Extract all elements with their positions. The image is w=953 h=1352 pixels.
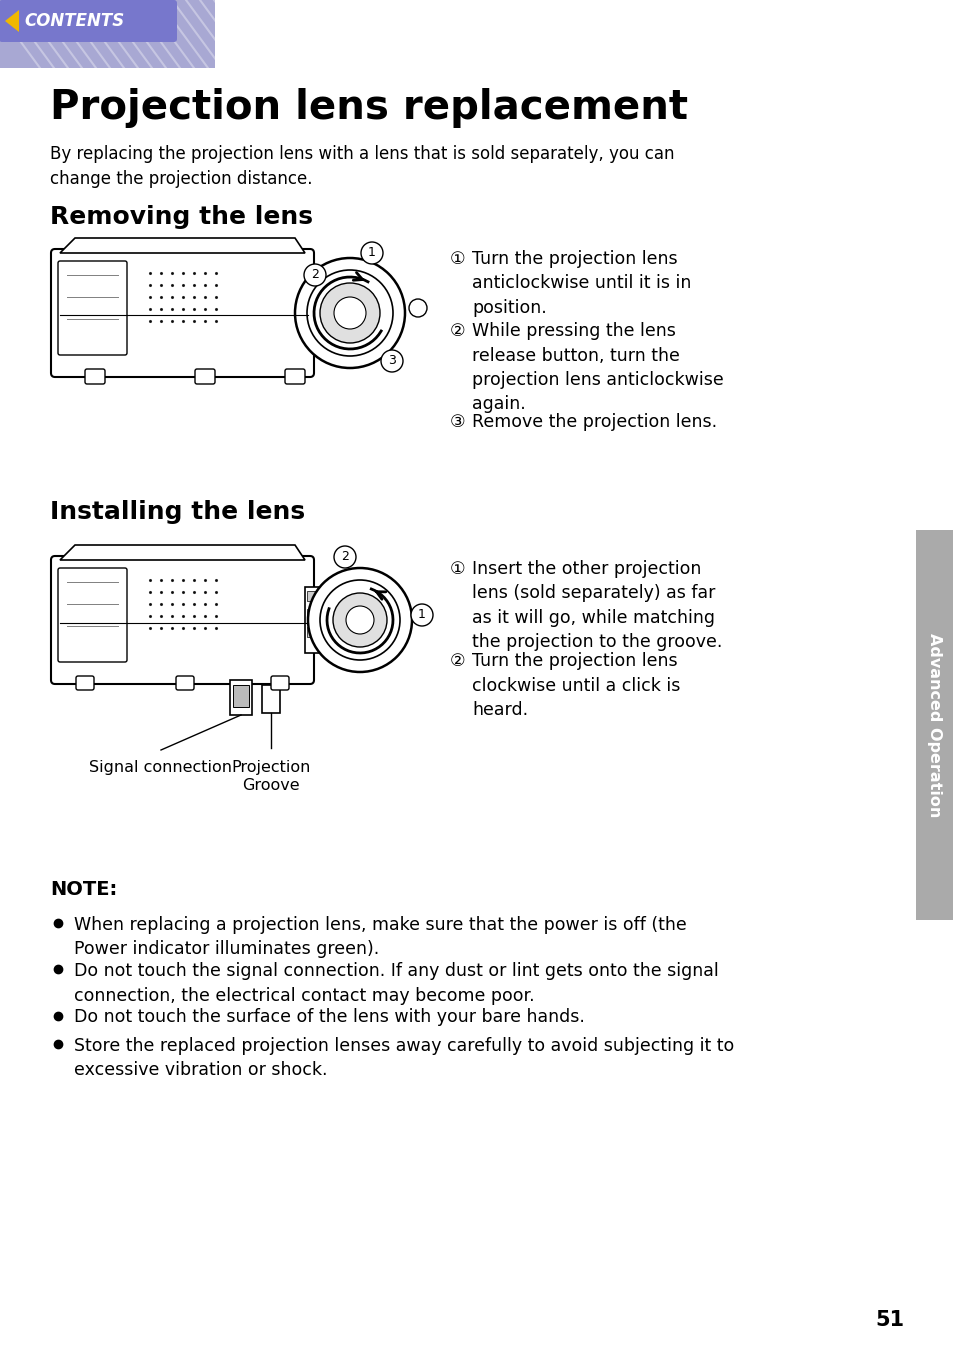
- Text: 2: 2: [341, 550, 349, 564]
- Circle shape: [333, 594, 387, 648]
- Circle shape: [308, 568, 412, 672]
- Text: Groove: Groove: [242, 777, 299, 794]
- Bar: [307, 608, 323, 619]
- Bar: [262, 685, 280, 713]
- Polygon shape: [60, 545, 305, 560]
- Circle shape: [360, 242, 382, 264]
- FancyBboxPatch shape: [0, 0, 214, 68]
- Text: When replacing a projection lens, make sure that the power is off (the
Power ind: When replacing a projection lens, make s…: [74, 917, 686, 959]
- Bar: [307, 627, 323, 637]
- FancyBboxPatch shape: [305, 587, 325, 653]
- Text: ①: ①: [450, 250, 465, 268]
- Text: Insert the other projection
lens (sold separately) as far
as it will go, while m: Insert the other projection lens (sold s…: [472, 560, 721, 650]
- Polygon shape: [60, 238, 305, 253]
- FancyBboxPatch shape: [76, 676, 94, 690]
- Bar: [915, 530, 953, 919]
- Text: 1: 1: [417, 608, 425, 622]
- Text: While pressing the lens
release button, turn the
projection lens anticlockwise
a: While pressing the lens release button, …: [472, 322, 723, 414]
- Text: Projection: Projection: [231, 760, 311, 775]
- Circle shape: [334, 297, 366, 329]
- Circle shape: [334, 546, 355, 568]
- Text: Signal connection: Signal connection: [90, 760, 233, 775]
- Text: Turn the projection lens
anticlockwise until it is in
position.: Turn the projection lens anticlockwise u…: [472, 250, 691, 316]
- Polygon shape: [5, 9, 19, 32]
- Text: ③: ③: [450, 412, 465, 431]
- FancyBboxPatch shape: [85, 369, 105, 384]
- Text: 2: 2: [311, 269, 318, 281]
- Circle shape: [409, 299, 427, 316]
- Text: Do not touch the signal connection. If any dust or lint gets onto the signal
con: Do not touch the signal connection. If a…: [74, 963, 718, 1005]
- FancyBboxPatch shape: [175, 676, 193, 690]
- Circle shape: [307, 270, 393, 356]
- FancyBboxPatch shape: [51, 556, 314, 684]
- Text: ②: ②: [450, 322, 465, 341]
- Text: Turn the projection lens
clockwise until a click is
heard.: Turn the projection lens clockwise until…: [472, 653, 679, 719]
- Circle shape: [294, 258, 405, 368]
- Bar: [233, 685, 249, 707]
- Text: 51: 51: [875, 1310, 904, 1330]
- Text: 1: 1: [368, 246, 375, 260]
- Text: Installing the lens: Installing the lens: [50, 500, 305, 525]
- Circle shape: [411, 604, 433, 626]
- Text: NOTE:: NOTE:: [50, 880, 117, 899]
- Text: 3: 3: [388, 354, 395, 368]
- Text: By replacing the projection lens with a lens that is sold separately, you can
ch: By replacing the projection lens with a …: [50, 145, 674, 188]
- Circle shape: [319, 580, 399, 660]
- Text: Remove the projection lens.: Remove the projection lens.: [472, 412, 717, 431]
- Text: Advanced Operation: Advanced Operation: [926, 633, 942, 817]
- FancyBboxPatch shape: [285, 369, 305, 384]
- FancyBboxPatch shape: [58, 568, 127, 662]
- Circle shape: [304, 264, 326, 287]
- FancyBboxPatch shape: [51, 249, 314, 377]
- Text: Removing the lens: Removing the lens: [50, 206, 313, 228]
- Circle shape: [346, 606, 374, 634]
- Text: Do not touch the surface of the lens with your bare hands.: Do not touch the surface of the lens wit…: [74, 1009, 584, 1026]
- Circle shape: [319, 283, 379, 343]
- Circle shape: [380, 350, 402, 372]
- FancyBboxPatch shape: [271, 676, 289, 690]
- FancyBboxPatch shape: [58, 261, 127, 356]
- Text: ①: ①: [450, 560, 465, 579]
- Text: Projection lens replacement: Projection lens replacement: [50, 88, 687, 128]
- FancyBboxPatch shape: [0, 0, 177, 42]
- Text: ②: ②: [450, 653, 465, 671]
- Bar: [307, 591, 323, 602]
- Bar: [230, 680, 252, 715]
- Text: Store the replaced projection lenses away carefully to avoid subjecting it to
ex: Store the replaced projection lenses awa…: [74, 1037, 734, 1079]
- Text: CONTENTS: CONTENTS: [24, 12, 124, 30]
- FancyBboxPatch shape: [194, 369, 214, 384]
